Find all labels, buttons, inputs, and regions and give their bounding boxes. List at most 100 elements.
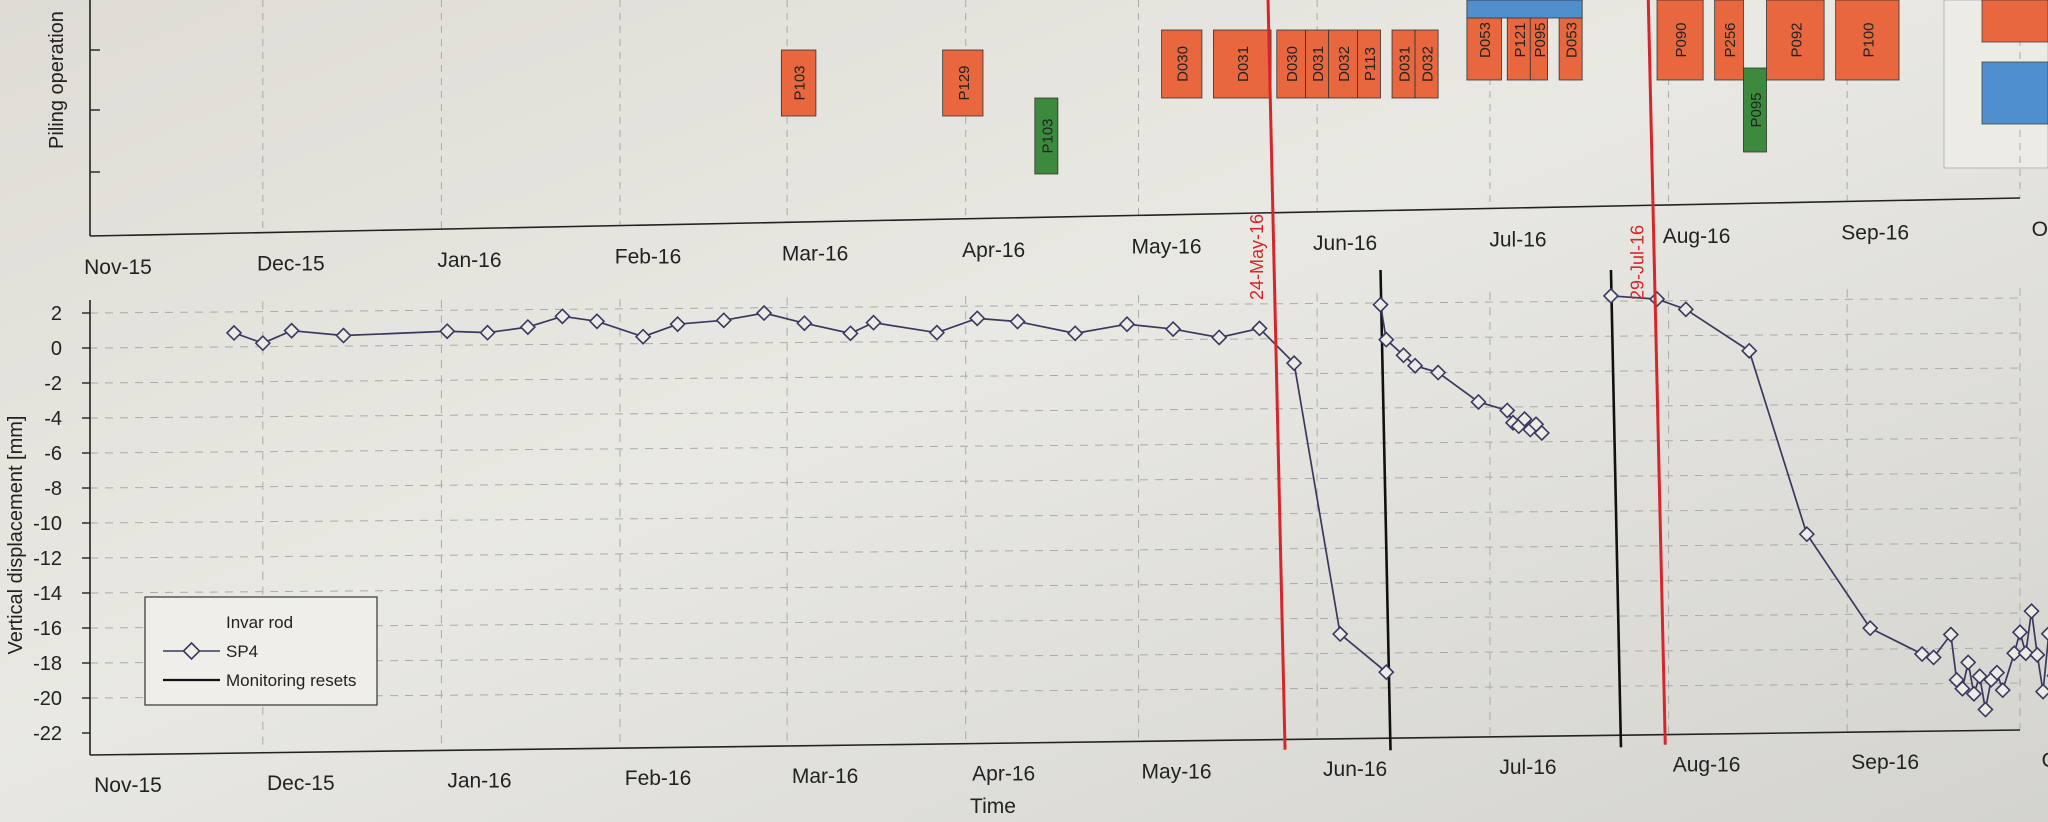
piling-bar-label: P095 — [1532, 22, 1549, 57]
sp4-point — [796, 315, 813, 332]
event-marker-line — [1646, 0, 1667, 745]
y-gridline — [89, 367, 2021, 384]
piling-bar-label: D031 — [1235, 46, 1252, 82]
bottom-x-tick-labels: Nov-15 Dec-15 Jan-16 Feb-16 Mar-16 Apr-16 May-… — [94, 749, 2048, 797]
sp4-point — [1960, 654, 1977, 671]
x-tick-label: May-16 — [1142, 760, 1212, 783]
piling-bar — [942, 49, 984, 117]
y-gridline — [89, 577, 2021, 594]
sp4-point — [1648, 290, 1666, 308]
sp4-point — [1285, 355, 1303, 372]
piling-bar-label: D031 — [1310, 46, 1327, 82]
piling-bar-label: P103 — [792, 65, 809, 100]
sp4-point — [755, 304, 773, 322]
piling-bar-label: D030 — [1284, 46, 1301, 82]
y-gridline — [89, 542, 2021, 559]
event-marker-label: 29-Jul-16 — [1627, 225, 1647, 300]
x-tick-label: Jun-16 — [1323, 758, 1387, 781]
sp4-point — [715, 312, 732, 329]
x-tick-label: Jan-16 — [447, 769, 511, 792]
sp4-point — [1251, 320, 1268, 337]
sp4-point — [1954, 680, 1971, 697]
piling-operation-panel: P103 P129 P103 D030 D031 D030 D031 D032 P113 D031… — [46, 0, 2048, 279]
piling-bar — [1656, 0, 1704, 81]
y-tick-label: -20 — [33, 688, 62, 710]
x-tick-label: Apr-16 — [972, 763, 1035, 786]
sp4-point — [1429, 364, 1447, 381]
x-axis — [89, 729, 2021, 756]
sp4-point — [1378, 664, 1395, 681]
sp4-point — [519, 318, 536, 336]
top-x-tick-label: Jul-16 — [1489, 228, 1546, 251]
top-x-tick-label: Dec-15 — [257, 253, 325, 276]
top-x-tick-label: Oct — [2032, 218, 2048, 241]
piling-bar-label: P129 — [956, 65, 973, 100]
y-tick-labels: 2 0 -2 -4 -6 -8 -10 -12 -14 -16 -18 -20 -22 — [33, 303, 62, 745]
y-tick-label: -4 — [44, 408, 62, 430]
sp4-point — [1965, 685, 1983, 702]
piling-bar — [1766, 0, 1825, 81]
sp4-point — [1798, 526, 1815, 543]
top-x-axis — [89, 197, 2021, 237]
sp4-point — [1406, 357, 1424, 374]
legend-title: Invar rod — [226, 613, 293, 632]
sp4-point — [1741, 342, 1758, 359]
y-gridline — [89, 612, 2021, 629]
piling-bar-label: P095 — [1748, 92, 1765, 127]
sp4-point — [2023, 603, 2040, 620]
x-tick-label: Feb-16 — [625, 767, 692, 790]
sp4-point — [865, 314, 882, 331]
piling-bar-label: P092 — [1788, 22, 1805, 57]
sp4-point — [1602, 287, 1620, 305]
x-tick-label: Sep-16 — [1851, 751, 1919, 774]
y-tick-label: -6 — [44, 443, 62, 465]
top-x-tick-label: Mar-16 — [782, 242, 849, 265]
sp4-point — [225, 324, 243, 342]
y-tick-label: -14 — [33, 583, 62, 605]
sp4-point — [2011, 624, 2029, 641]
top-x-tick-label: May-16 — [1132, 235, 1202, 258]
sp4-point — [1994, 682, 2011, 699]
displacement-panel: 2 0 -2 -4 -6 -8 -10 -12 -14 -16 -18 -20 -22 Nov-15 De… — [5, 269, 2048, 818]
sp4-point — [1009, 313, 1026, 330]
top-x-tick-labels: Nov-15 Dec-15 Jan-16 Feb-16 Mar-16 Apr-16 May-… — [84, 218, 2048, 279]
piling-bar-label: D031 — [1397, 46, 1414, 82]
piling-bar-label: D053 — [1564, 22, 1581, 58]
top-axes — [89, 0, 2021, 237]
piling-bar-label: P256 — [1722, 22, 1739, 57]
piling-bar — [1714, 0, 1744, 81]
piling-bar-label: D032 — [1336, 46, 1353, 82]
y-axis-label: Vertical displacement [mm] — [5, 416, 27, 655]
legend-sp4-label: SP4 — [226, 642, 258, 661]
piling-bar — [1276, 29, 1307, 99]
piling-bar — [1466, 0, 1583, 19]
sp4-point — [1677, 301, 1694, 318]
bottom-axes — [82, 300, 2021, 756]
sp4-point — [283, 322, 300, 339]
top-legend-swatch — [1981, 61, 2048, 125]
y-tick-label: -22 — [33, 723, 62, 745]
y-tick-label: -8 — [44, 478, 62, 500]
top-x-tick-label: Feb-16 — [615, 246, 682, 269]
sp4-point — [2040, 626, 2048, 642]
piling-bar-label: P121 — [1512, 22, 1529, 57]
top-x-tick-label: Jun-16 — [1313, 232, 1377, 255]
y-tick-label: -16 — [33, 618, 62, 640]
sp4-point — [1470, 393, 1487, 411]
x-tick-label: Jul-16 — [1499, 756, 1556, 779]
piling-bar — [1743, 67, 1767, 153]
y-tick-label: -10 — [33, 513, 62, 535]
y-tick-label: 0 — [51, 338, 62, 360]
sp4-line-segment — [1610, 295, 2048, 710]
monitoring-reset-line — [1609, 269, 1623, 748]
sp4-point — [2017, 645, 2034, 662]
sp4-point — [669, 316, 686, 333]
sp4-point — [1372, 296, 1389, 313]
x-tick-label: Mar-16 — [792, 765, 859, 788]
sp4-point — [1925, 649, 1942, 666]
top-x-tick-label: Apr-16 — [962, 239, 1025, 262]
sp4-point — [1516, 410, 1533, 428]
sp4-point — [1332, 625, 1349, 643]
sp4-point — [1499, 402, 1516, 419]
y-tick-label: 2 — [51, 303, 62, 325]
